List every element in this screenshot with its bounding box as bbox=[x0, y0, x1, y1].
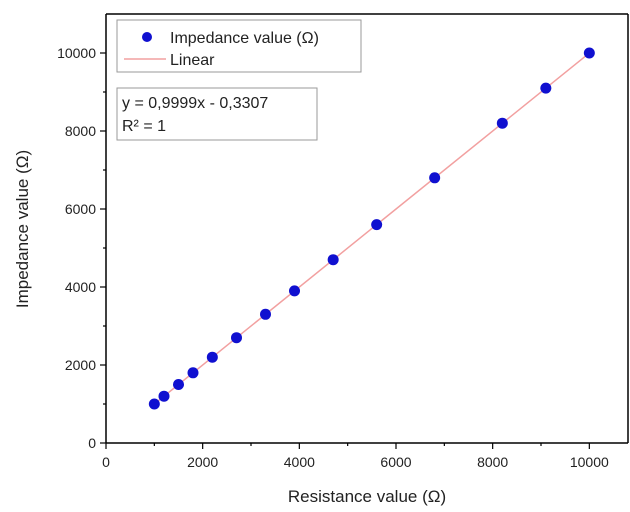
y-axis-title: Impedance value (Ω) bbox=[13, 150, 32, 308]
y-tick-label: 2000 bbox=[65, 357, 96, 373]
fit-line bbox=[153, 52, 590, 405]
data-point bbox=[371, 219, 383, 231]
y-tick-label: 8000 bbox=[65, 123, 96, 139]
x-ticks: 0 2000 4000 6000 8000 10000 bbox=[102, 443, 609, 470]
legend-box bbox=[116, 19, 362, 73]
y-tick-label: 10000 bbox=[57, 45, 96, 61]
fit-box: y = 0,9999x - 0,3307 R² = 1 bbox=[116, 87, 318, 141]
legend-label-linear: Linear bbox=[170, 52, 215, 69]
legend-label-impedance: Impedance value (Ω) bbox=[170, 30, 319, 47]
data-point bbox=[187, 367, 199, 379]
x-tick-label: 10000 bbox=[570, 454, 609, 470]
data-point bbox=[583, 47, 595, 59]
y-tick-label: 0 bbox=[88, 435, 96, 451]
legend: Impedance value (Ω) Linear bbox=[116, 19, 362, 73]
y-tick-label: 4000 bbox=[65, 279, 96, 295]
x-tick-label: 4000 bbox=[284, 454, 315, 470]
x-tick-label: 2000 bbox=[187, 454, 218, 470]
data-point bbox=[496, 117, 508, 129]
fit-r-squared: R² = 1 bbox=[122, 118, 166, 135]
y-tick-label: 6000 bbox=[65, 201, 96, 217]
data-point bbox=[289, 285, 300, 297]
data-point bbox=[540, 82, 552, 94]
y-ticks: 0 2000 4000 6000 8000 10000 bbox=[57, 45, 106, 451]
x-axis-title: Resistance value (Ω) bbox=[288, 487, 446, 506]
x-tick-label: 0 bbox=[102, 454, 110, 470]
series-layer bbox=[148, 47, 595, 410]
data-point bbox=[173, 379, 184, 390]
data-point bbox=[206, 351, 218, 363]
x-tick-label: 6000 bbox=[380, 454, 411, 470]
x-tick-label: 8000 bbox=[477, 454, 508, 470]
data-point bbox=[231, 332, 242, 344]
data-point bbox=[148, 398, 160, 410]
data-point bbox=[158, 390, 170, 402]
data-point bbox=[260, 308, 271, 320]
legend-marker-impedance bbox=[142, 32, 152, 42]
data-point bbox=[327, 254, 339, 266]
fit-box-frame bbox=[116, 87, 318, 141]
fit-equation: y = 0,9999x - 0,3307 bbox=[122, 95, 268, 112]
data-point bbox=[429, 172, 441, 184]
